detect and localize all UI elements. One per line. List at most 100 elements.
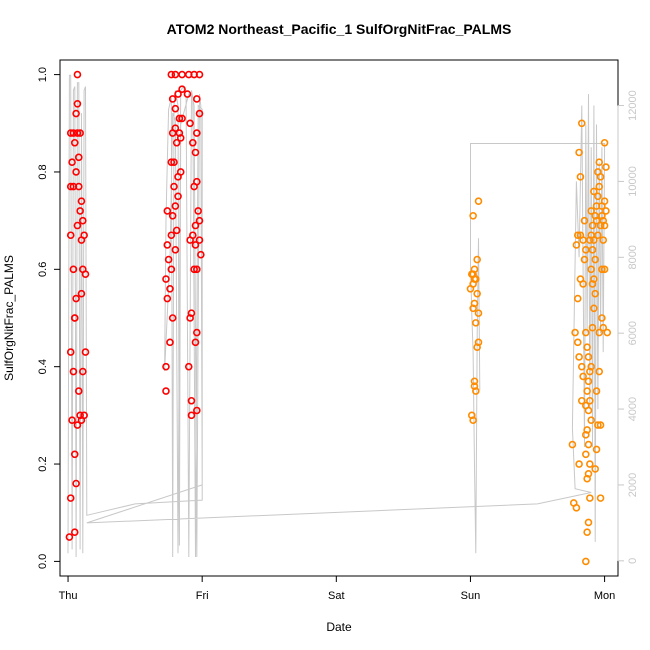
data-point	[194, 207, 202, 215]
y-axis-label: SulfOrgNitFrac_PALMS	[2, 255, 16, 381]
data-point	[473, 255, 481, 264]
x-tick-label: Sat	[328, 590, 345, 602]
data-point	[600, 265, 609, 274]
data-point	[591, 255, 599, 264]
data-point	[193, 328, 201, 337]
data-point	[472, 275, 480, 283]
data-point	[73, 221, 82, 230]
data-point	[573, 294, 582, 303]
data-point	[472, 387, 480, 395]
y-tick-label: 0.8	[37, 164, 49, 179]
data-point	[193, 265, 201, 274]
data-point	[588, 323, 597, 332]
data-point	[191, 241, 200, 249]
data-point	[170, 182, 178, 191]
data-point	[74, 387, 83, 395]
data-point	[596, 421, 605, 429]
data-point	[583, 474, 591, 483]
data-point	[183, 90, 192, 98]
data-point	[168, 314, 177, 322]
x-tick-label: Fri	[196, 590, 209, 602]
data-point	[66, 182, 75, 191]
data-point	[591, 289, 599, 298]
data-point	[66, 231, 75, 240]
data-point	[77, 289, 86, 298]
data-point	[587, 207, 595, 215]
trace-layer	[67, 74, 606, 558]
data-point	[178, 114, 186, 123]
secondary-tick-label: 8000	[627, 245, 639, 269]
data-point	[469, 304, 477, 313]
data-point	[602, 207, 610, 215]
data-point	[579, 280, 587, 288]
data-point	[595, 328, 604, 337]
data-point	[171, 124, 180, 132]
data-point	[594, 192, 602, 201]
secondary-tick-label: 4000	[627, 397, 639, 421]
data-point	[572, 241, 581, 249]
data-point	[596, 494, 605, 502]
y-tick-label: 1.0	[37, 67, 49, 82]
data-point	[582, 246, 590, 254]
data-point	[162, 387, 170, 395]
data-point	[583, 387, 591, 395]
plot-frame	[59, 59, 619, 577]
data-point	[572, 504, 581, 512]
data-point	[77, 416, 86, 425]
y-tick-label: 0.6	[37, 262, 49, 277]
data-point	[168, 95, 177, 103]
data-point	[171, 202, 180, 210]
data-point	[163, 241, 172, 249]
data-point	[175, 114, 184, 123]
data-point	[594, 231, 602, 240]
data-point	[176, 134, 185, 142]
data-point	[470, 299, 479, 308]
data-point	[176, 168, 185, 176]
data-point	[65, 533, 74, 541]
data-point	[163, 294, 172, 303]
data-point	[584, 440, 593, 449]
points-layer	[65, 70, 612, 566]
data-point	[168, 211, 177, 220]
data-point	[599, 236, 608, 244]
data-point	[187, 309, 196, 317]
data-point	[68, 158, 76, 167]
data-point	[568, 440, 577, 449]
data-point	[195, 216, 204, 225]
data-point	[584, 518, 593, 527]
trace-line	[67, 74, 606, 558]
data-point	[74, 153, 83, 162]
data-point	[582, 328, 590, 337]
data-point	[167, 158, 176, 167]
data-point	[573, 231, 582, 240]
data-point	[586, 396, 594, 405]
data-point	[188, 231, 197, 240]
data-point	[587, 265, 595, 274]
data-point	[594, 168, 602, 176]
data-point	[469, 416, 477, 425]
data-point	[470, 382, 479, 390]
x-tick-label: Mon	[594, 590, 615, 602]
data-point	[171, 104, 180, 113]
data-point	[577, 362, 586, 371]
data-point	[76, 129, 84, 137]
data-point	[193, 406, 201, 415]
data-point	[586, 367, 594, 376]
data-point	[467, 411, 476, 420]
data-point	[586, 460, 594, 468]
data-point	[586, 236, 594, 244]
data-point	[163, 207, 172, 215]
secondary-y-axis: 0 2000 4000 6000 8000 10000 12000	[617, 90, 639, 564]
data-point	[178, 70, 186, 79]
data-point	[170, 158, 178, 167]
data-point	[473, 343, 481, 352]
data-point	[583, 528, 591, 536]
data-point	[600, 221, 609, 230]
secondary-tick-label: 0	[627, 558, 639, 564]
data-point	[195, 236, 204, 244]
data-point	[191, 338, 200, 347]
data-point	[164, 255, 173, 264]
data-point	[190, 265, 198, 274]
data-point	[603, 328, 612, 337]
data-point	[66, 348, 75, 356]
